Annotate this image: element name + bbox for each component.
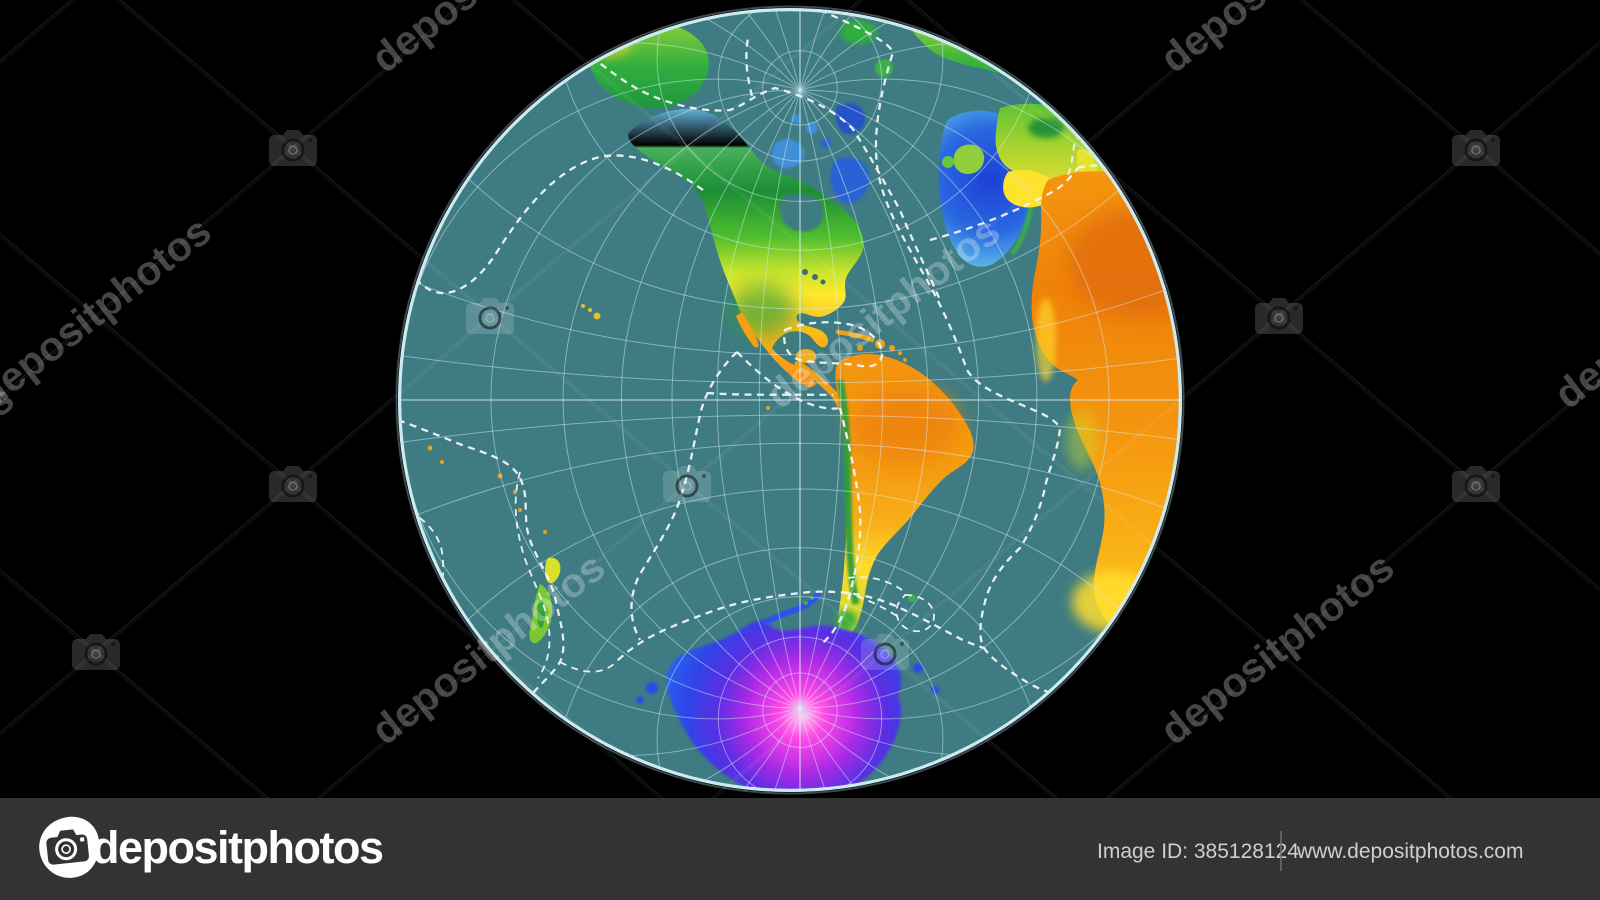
globe-rim-outer xyxy=(395,5,1185,795)
watermark-line xyxy=(908,0,1600,590)
deposit-logo: depositphotos xyxy=(39,816,384,878)
plate-boundaries xyxy=(398,8,1182,702)
globe-rim xyxy=(398,8,1182,792)
footer-image-id: Image ID: 385128124 xyxy=(1097,840,1299,863)
arctic-boundary xyxy=(559,33,942,301)
hawaii xyxy=(593,312,601,320)
hudson-bay xyxy=(779,194,824,232)
camera-icon xyxy=(1452,466,1500,502)
footer-website: www.depositphotos.com xyxy=(1296,840,1523,863)
iceland xyxy=(875,59,893,77)
camera-icon xyxy=(72,634,120,670)
watermark-line xyxy=(989,379,1600,900)
azores-gibraltar xyxy=(929,167,1079,242)
camera-icon xyxy=(1452,130,1500,166)
watermark-line xyxy=(1302,0,1600,254)
scotia-north xyxy=(847,576,903,591)
andes xyxy=(836,379,860,605)
camera-icon xyxy=(663,466,711,502)
footer-logo-text: depositphotos xyxy=(92,822,383,873)
caribbean-plate xyxy=(783,321,884,368)
peru-chile-trench xyxy=(819,407,862,646)
middle-america-trench xyxy=(736,351,841,410)
watermark-line xyxy=(1299,0,1600,257)
watermark-line xyxy=(985,376,1600,900)
baja-california xyxy=(736,312,759,348)
watermark-line xyxy=(905,0,1600,593)
cuba xyxy=(835,329,875,343)
camera-icon xyxy=(1255,298,1303,334)
watermark-line xyxy=(0,571,386,900)
watermark-line xyxy=(0,0,470,401)
camera-icon xyxy=(466,298,514,334)
camera-logo-icon xyxy=(39,816,100,878)
new-zealand-north xyxy=(545,557,561,584)
mid-atlantic-ridge xyxy=(819,8,1076,702)
amazon-core xyxy=(850,387,960,463)
arctic-branch xyxy=(745,37,754,97)
tonga-kermadec xyxy=(398,418,565,701)
watermark-line xyxy=(0,235,780,900)
watermark-line xyxy=(0,0,865,737)
alps xyxy=(1028,118,1064,138)
camera-icon xyxy=(861,634,909,670)
camera-icon xyxy=(269,466,317,502)
camera-icon xyxy=(269,130,317,166)
footer-background xyxy=(0,798,1600,900)
watermark-line xyxy=(0,568,389,900)
macquarie-boundary xyxy=(559,659,619,673)
region-south-america xyxy=(835,354,974,636)
watermark-line xyxy=(0,232,784,900)
south-sandwich-loop xyxy=(895,594,935,633)
aleutian-trench xyxy=(398,154,704,295)
antarctic-plate-boundary xyxy=(617,590,985,661)
britain xyxy=(953,144,985,174)
galapagos-ridge xyxy=(706,391,834,397)
tonga-trench-2 xyxy=(514,471,551,679)
footer-bar: depositphotos Image ID: 385128124 www.de… xyxy=(0,798,1600,900)
rockies-green xyxy=(728,284,796,336)
watermark-line xyxy=(0,0,861,734)
watermark-line xyxy=(0,0,467,398)
east-pacific-rise xyxy=(630,351,738,641)
